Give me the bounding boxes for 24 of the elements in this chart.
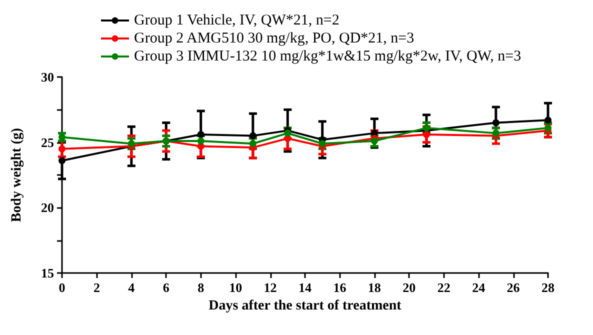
x-tick-label: 20: [402, 280, 416, 295]
x-tick-label: 12: [264, 280, 277, 295]
x-tick-label: 26: [506, 280, 520, 295]
x-tick-label: 28: [542, 280, 555, 295]
y-tick-label: 15: [41, 266, 54, 280]
x-tick-label: 18: [368, 280, 382, 295]
x-tick-label: 24: [472, 280, 486, 295]
x-tick-label: 16: [333, 280, 347, 295]
legend-label: Group 3 IMMU-132 10 mg/kg*1w&15 mg/kg*2w, IV, QW, n=3: [134, 48, 522, 64]
y-axis-title: Body weight (g): [10, 128, 24, 222]
legend-label: Group 1 Vehicle, IV, QW*21, n=2: [134, 12, 340, 28]
x-tick-label: 10: [229, 280, 242, 295]
legend-label: Group 2 AMG510 30 mg/kg, PO, QD*21, n=3: [134, 30, 414, 46]
x-axis-title: Days after the start of treatment: [208, 298, 402, 314]
y-tick-label: 20: [41, 200, 54, 216]
x-tick-label: 14: [298, 280, 312, 295]
x-tick-label: 2: [93, 280, 100, 295]
x-tick-label: 0: [58, 280, 66, 295]
x-tick-label: 6: [162, 280, 170, 295]
x-tick-label: 8: [198, 280, 205, 295]
x-tick-label: 22: [437, 280, 450, 295]
x-tick-label: 4: [128, 280, 136, 295]
y-tick-label: 30: [41, 70, 54, 84]
y-tick-label: 25: [41, 134, 54, 150]
